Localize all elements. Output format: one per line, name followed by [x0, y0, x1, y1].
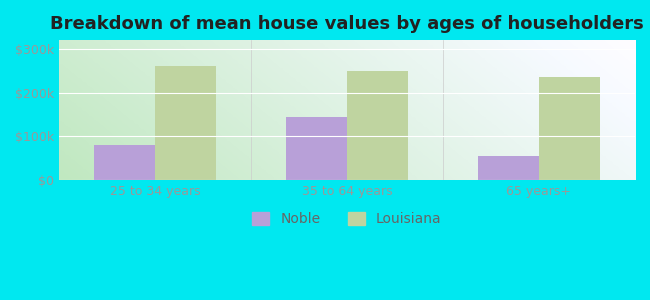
Bar: [94, 145, 155, 180]
Bar: [539, 77, 601, 180]
Legend: Noble, Louisiana: Noble, Louisiana: [247, 207, 447, 232]
Bar: [347, 71, 408, 180]
Bar: [285, 117, 347, 180]
Title: Breakdown of mean house values by ages of householders: Breakdown of mean house values by ages o…: [50, 15, 644, 33]
Bar: [155, 66, 216, 180]
Bar: [478, 156, 539, 180]
